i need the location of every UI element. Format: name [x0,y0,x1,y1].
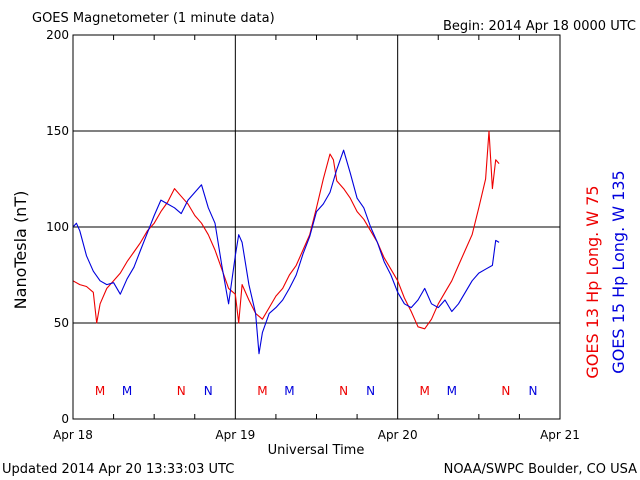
event-marker: M [284,384,294,398]
updated-timestamp: Updated 2014 Apr 20 13:33:03 UTC [2,462,234,477]
begin-time: Begin: 2014 Apr 18 0000 UTC [443,19,636,34]
series-goes13-line [72,130,500,330]
source-credit: NOAA/SWPC Boulder, CO USA [444,462,637,477]
x-tick-label: Apr 20 [378,428,418,442]
grid [73,35,560,419]
y-tick-label: 150 [46,124,69,138]
event-marker: N [501,384,510,398]
x-tick-label: Apr 21 [540,428,580,442]
legend-goes13: GOES 13 Hp Long. W 75 [583,185,602,378]
event-marker: M [257,384,267,398]
chart-title: GOES Magnetometer (1 minute data) [32,11,275,26]
event-marker: M [420,384,430,398]
event-marker: M [447,384,457,398]
event-marker: N [177,384,186,398]
y-tick-label: 50 [54,316,69,330]
series-goes15-line [72,149,500,355]
event-marker: N [204,384,213,398]
y-tick-label: 100 [46,220,69,234]
event-marker: N [339,384,348,398]
event-marker: N [366,384,375,398]
x-axis-label: Universal Time [268,443,365,458]
axes: 0 50 100 150 200 Apr 18 Apr 19 Apr 20 Apr 21 [46,28,580,442]
x-tick-label: Apr 18 [53,428,93,442]
event-marker: M [122,384,132,398]
y-axis-label: NanoTesla (nT) [11,191,30,310]
series-layer [72,130,500,355]
legend-goes15: GOES 15 Hp Long. W 135 [609,170,628,373]
event-marker: M [95,384,105,398]
x-tick-label: Apr 19 [215,428,255,442]
event-marker: N [528,384,537,398]
y-tick-label: 200 [46,28,69,42]
y-tick-label: 0 [61,412,69,426]
